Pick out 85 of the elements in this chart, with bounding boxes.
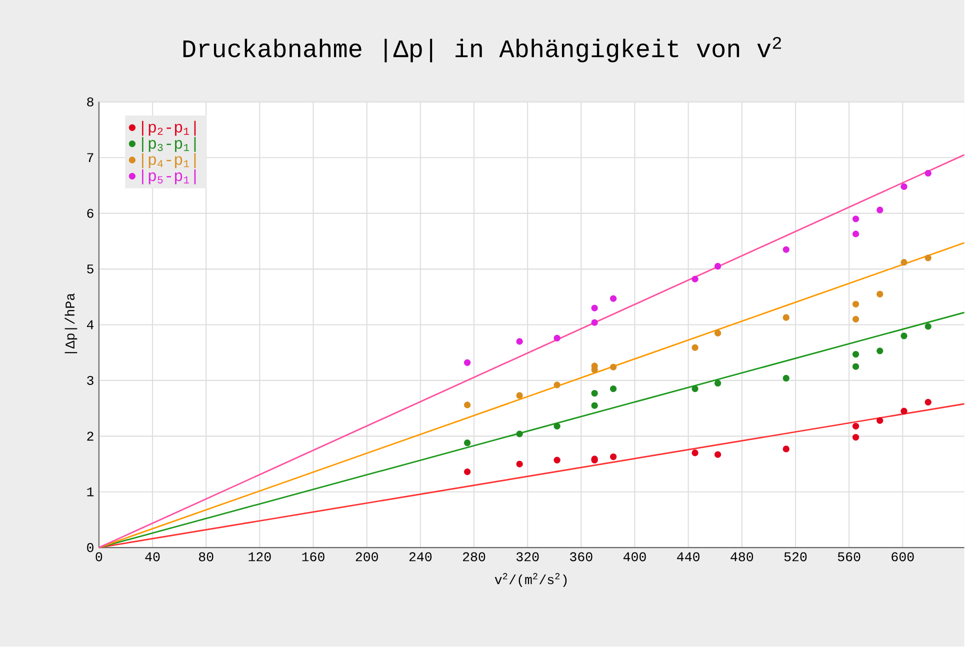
legend-label: |p$_{4}$-p$_{1}$|: [142, 153, 196, 168]
point: [924, 170, 932, 177]
x-tick-label: 600: [892, 552, 914, 562]
chart-title: Druckabnahme |Δp| in Abhängigkeit von v$^{2}$: [183, 37, 781, 63]
x-tick-label: 40: [145, 552, 160, 562]
point: [610, 295, 617, 302]
y-axis-title: |Δp|/hPa: [64, 294, 78, 354]
y-tick-label: 2: [87, 432, 94, 441]
point: [714, 330, 722, 337]
x-tick-label: 320: [516, 552, 539, 562]
point: [924, 323, 932, 330]
point: [714, 451, 722, 458]
point: [876, 348, 884, 354]
point: [554, 382, 560, 388]
point: [554, 423, 560, 430]
point: [782, 246, 790, 254]
y-tick-label: 7: [87, 154, 94, 162]
point: [900, 332, 908, 340]
point: [516, 392, 523, 400]
point: [876, 417, 884, 424]
point: [900, 408, 908, 415]
point: [554, 335, 560, 342]
x-tick-label: 480: [730, 552, 754, 562]
x-tick-label: 240: [409, 552, 432, 562]
point: [516, 460, 523, 468]
y-tick-label: 0: [87, 543, 94, 552]
point: [924, 254, 932, 262]
point: [782, 446, 790, 453]
y-tick-label: 8: [87, 98, 94, 107]
point: [610, 454, 617, 460]
x-tick-label: 0: [96, 552, 102, 562]
point: [852, 316, 860, 323]
point: [591, 402, 598, 410]
y-tick-label: 5: [87, 264, 94, 274]
point: [464, 402, 471, 409]
point: [852, 301, 860, 308]
legend-label: |p$_{3}$-p$_{1}$|: [142, 137, 196, 152]
point: [714, 380, 722, 387]
point: [900, 259, 908, 266]
point: [591, 390, 598, 397]
point: [692, 450, 698, 456]
point: [554, 457, 560, 464]
point: [516, 338, 523, 346]
x-tick-label: 400: [623, 552, 646, 562]
point: [900, 184, 908, 190]
point: [924, 399, 932, 406]
point: [692, 386, 698, 392]
x-tick-label: 200: [356, 552, 378, 562]
point: [464, 440, 471, 446]
point: [591, 319, 598, 326]
point: [464, 468, 471, 476]
point: [852, 363, 860, 370]
point: [692, 276, 698, 283]
point: [714, 263, 722, 270]
point: [516, 430, 523, 438]
point: [852, 230, 860, 238]
y-tick-label: 4: [86, 320, 94, 330]
point: [591, 304, 598, 312]
x-axis-title: v$^{2}$/(m$^{2}$/s$^{2}$): [494, 573, 567, 588]
x-tick-label: 80: [198, 552, 214, 562]
point: [852, 423, 860, 430]
point: [464, 360, 471, 366]
y-tick-label: 1: [87, 488, 94, 496]
y-tick-label: 6: [87, 209, 94, 218]
point: [782, 375, 790, 382]
legend-label: |p$_{5}$-p$_{1}$|: [142, 170, 196, 185]
x-tick-label: 120: [248, 552, 271, 562]
point: [852, 351, 860, 358]
x-tick-label: 360: [570, 552, 592, 562]
point: [610, 364, 617, 371]
point: [852, 434, 860, 441]
legend-label: |p$_{2}$-p$_{1}$|: [142, 121, 196, 136]
point: [610, 386, 617, 392]
x-tick-label: 560: [838, 552, 860, 562]
point: [876, 291, 884, 298]
x-tick-label: 440: [677, 552, 700, 562]
point: [876, 206, 884, 214]
y-tick-label: 3: [87, 376, 94, 386]
x-tick-label: 160: [302, 552, 324, 562]
point: [782, 314, 790, 322]
point: [591, 366, 598, 374]
x-tick-label: 280: [462, 552, 486, 562]
x-tick-label: 520: [784, 552, 807, 562]
point: [852, 216, 860, 222]
point: [692, 344, 698, 352]
